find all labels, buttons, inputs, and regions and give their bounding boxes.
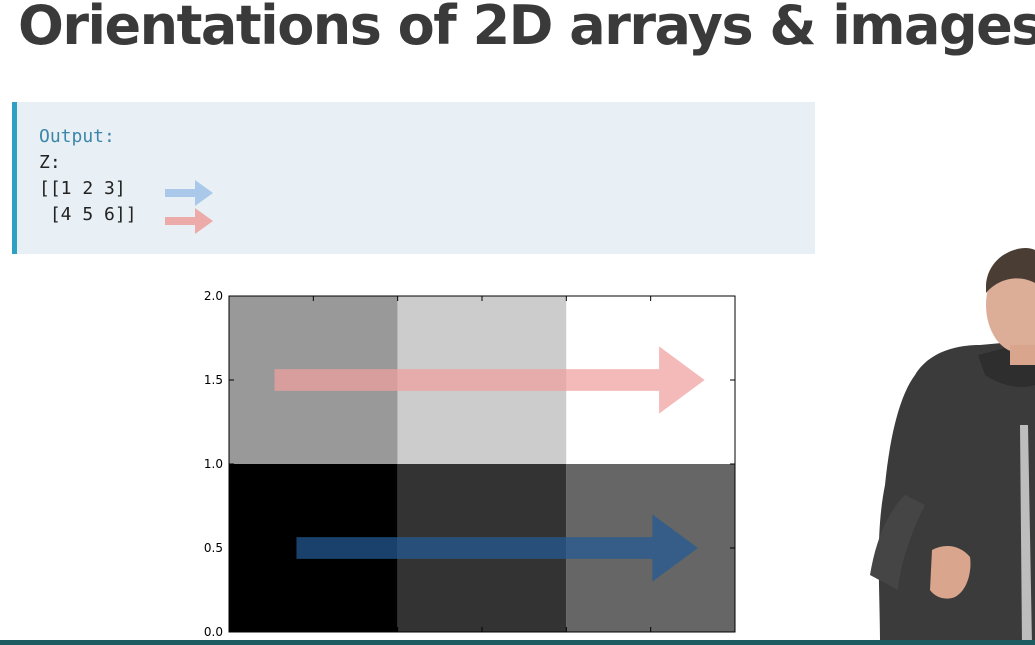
output-box: Output: Z: [[1 2 3] [4 5 6]] — [12, 102, 815, 254]
y-tick-label: 0.0 — [204, 625, 223, 639]
chart-svg: 0.0 0.5 1.0 1.5 2.0 — [204, 289, 736, 639]
heatmap-chart: 0.0 0.5 1.0 1.5 2.0 — [180, 282, 760, 645]
code-output: Output: Z: [[1 2 3] [4 5 6]] — [39, 124, 137, 228]
output-label: Output: — [39, 126, 115, 147]
output-line-row-1: [4 5 6]] — [39, 204, 137, 225]
row-0-direction-arrow — [296, 514, 698, 582]
y-tick-label: 1.0 — [204, 457, 223, 471]
row-1-arrow-icon — [165, 208, 213, 234]
y-tick-label: 2.0 — [204, 289, 223, 303]
bottom-bar — [0, 640, 1035, 645]
row-0-arrow-icon — [165, 180, 213, 206]
y-tick-label: 0.5 — [204, 541, 223, 555]
row-1-direction-arrow — [274, 346, 705, 414]
output-line-row-0: [[1 2 3] — [39, 178, 126, 199]
output-line-z: Z: — [39, 152, 61, 173]
slide-title: Orientations of 2D arrays & images — [18, 0, 1035, 57]
y-tick-label: 1.5 — [204, 373, 223, 387]
presenter-figure-icon — [870, 248, 1035, 645]
